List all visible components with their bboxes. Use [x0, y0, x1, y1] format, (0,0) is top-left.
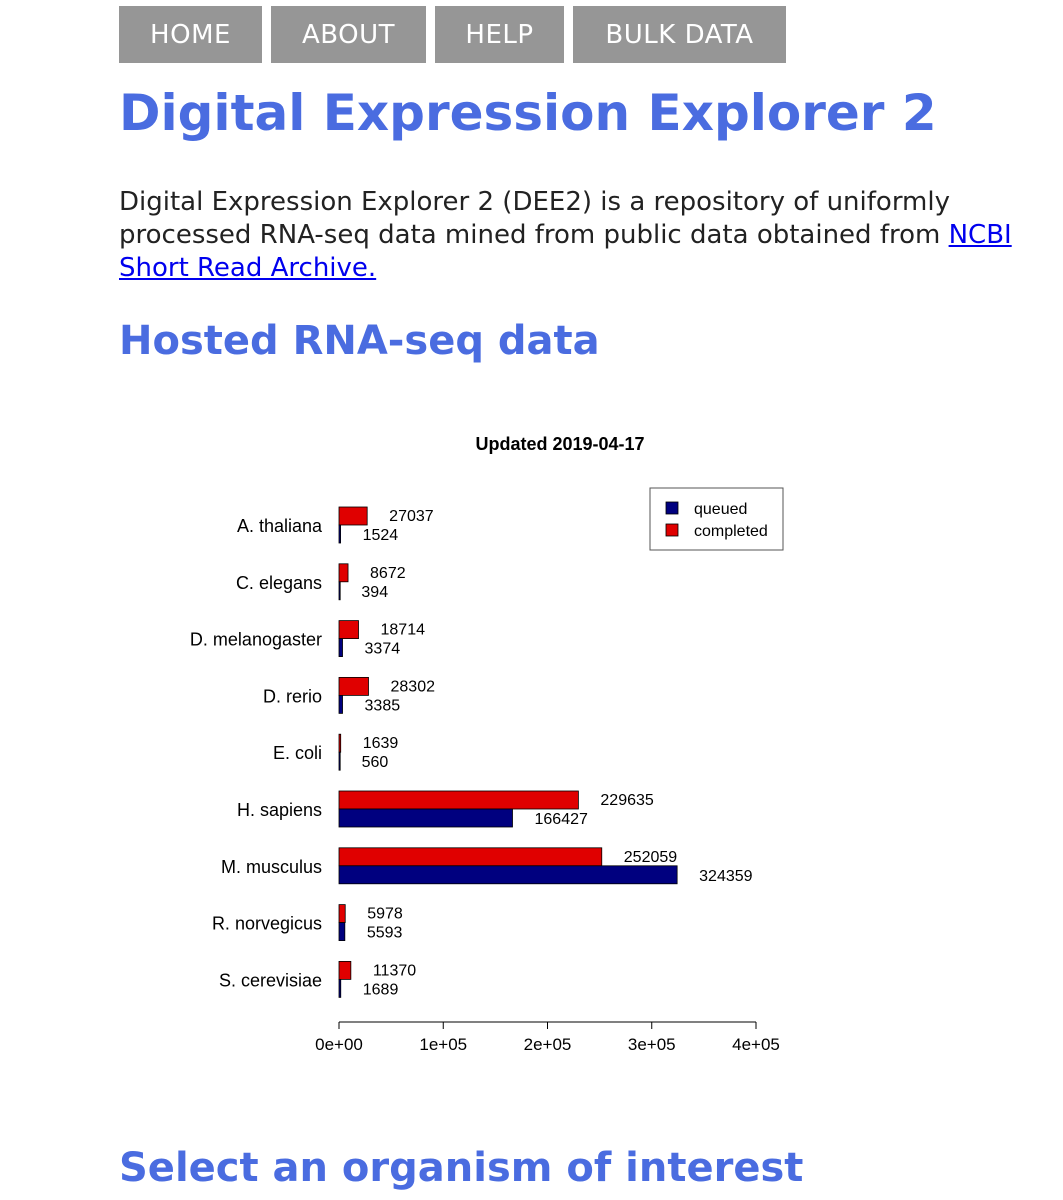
nav-home-button[interactable]: HOME [119, 6, 262, 63]
data-label-queued: 1689 [363, 981, 399, 998]
data-label-queued: 1524 [363, 527, 399, 544]
ncbi-sra-link[interactable]: NCBI Short Read Archive. [119, 220, 1012, 283]
nav-bulk-data-button[interactable]: BULK DATA [573, 6, 786, 63]
legend-label: completed [694, 523, 768, 540]
nav-about-button[interactable]: ABOUT [271, 6, 426, 63]
top-nav: HOME ABOUT HELP BULK DATA [119, 6, 786, 63]
hosted-data-chart: Updated 2019-04-17 A. thaliana 27037 1524 C.… [160, 410, 840, 1090]
legend-label: queued [694, 501, 747, 518]
bar-completed [338, 961, 352, 980]
intro-text: Digital Expression Explorer 2 (DEE2) is … [119, 187, 950, 250]
data-label-completed: 5978 [367, 906, 403, 923]
bar-queued [338, 581, 341, 601]
data-label-queued: 324359 [699, 868, 752, 885]
x-tick-label: 0e+00 [315, 1035, 363, 1054]
bar-completed [338, 676, 369, 696]
chart-title: Updated 2019-04-17 [475, 434, 644, 454]
category-label: D. rerio [263, 686, 322, 706]
bar-completed [338, 733, 342, 753]
bar-queued [338, 524, 341, 544]
legend-box [649, 487, 784, 551]
data-label-completed: 28302 [391, 678, 436, 695]
category-label: H. sapiens [237, 800, 322, 820]
intro-paragraph: Digital Expression Explorer 2 (DEE2) is … [119, 186, 1019, 285]
category-label: M. musculus [221, 857, 322, 877]
data-label-completed: 229635 [600, 792, 653, 809]
data-label-completed: 252059 [624, 849, 677, 866]
category-label: D. melanogaster [190, 630, 322, 650]
bar-completed [338, 620, 359, 640]
bar-queued [338, 808, 513, 828]
x-tick-label: 3e+05 [628, 1035, 676, 1054]
data-label-completed: 1639 [363, 735, 399, 752]
x-tick-label: 1e+05 [419, 1035, 467, 1054]
legend-swatch [665, 523, 679, 537]
bar-completed [338, 904, 346, 924]
select-organism-heading: Select an organism of interest [119, 1145, 804, 1191]
data-label-queued: 166427 [535, 811, 588, 828]
x-tick-label: 4e+05 [732, 1035, 780, 1054]
data-label-queued: 394 [361, 584, 388, 601]
bar-queued [338, 979, 342, 998]
data-label-completed: 8672 [370, 565, 406, 582]
bar-queued [338, 751, 341, 771]
category-label: E. coli [273, 743, 322, 763]
bar-completed [338, 506, 368, 526]
bar-chart-svg: Updated 2019-04-17 A. thaliana 27037 1524 C.… [190, 434, 784, 1054]
data-label-completed: 18714 [381, 622, 426, 639]
bar-completed [338, 790, 579, 810]
bar-queued [338, 638, 343, 658]
legend-swatch [665, 501, 679, 515]
data-label-completed: 11370 [373, 962, 416, 979]
nav-help-button[interactable]: HELP [435, 6, 564, 63]
bar-queued [338, 694, 343, 714]
bar-queued [338, 922, 346, 941]
data-label-queued: 3374 [365, 641, 401, 658]
category-label: R. norvegicus [212, 914, 322, 934]
data-label-queued: 560 [362, 754, 389, 771]
data-label-queued: 5593 [367, 925, 403, 942]
data-label-completed: 27037 [389, 508, 434, 525]
category-label: C. elegans [236, 573, 322, 593]
x-tick-label: 2e+05 [524, 1035, 572, 1054]
bar-completed [338, 563, 349, 583]
category-label: S. cerevisiae [219, 970, 322, 990]
bar-queued [338, 865, 678, 885]
hosted-data-heading: Hosted RNA-seq data [119, 318, 600, 364]
page-title: Digital Expression Explorer 2 [119, 84, 937, 142]
category-label: A. thaliana [237, 516, 323, 536]
bar-completed [338, 847, 603, 867]
data-label-queued: 3385 [365, 697, 401, 714]
